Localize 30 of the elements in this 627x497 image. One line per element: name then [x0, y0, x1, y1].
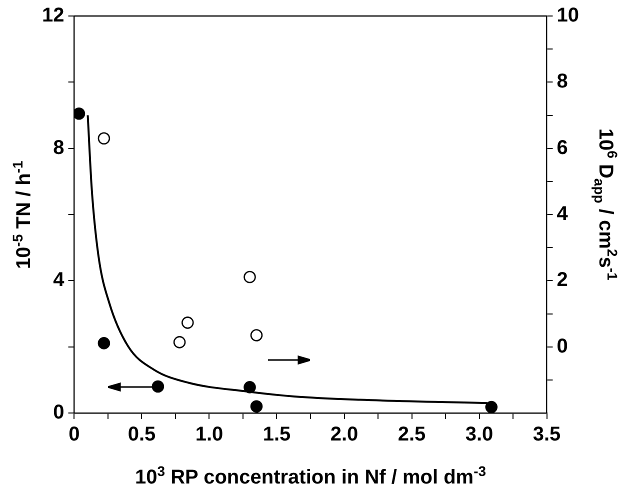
x-tick-label: 1.5: [262, 424, 291, 446]
x-axis-title: 10$^{3}$ RP concentration in Nf / mol dm$^{-3}$: [135, 463, 486, 489]
point: [182, 316, 194, 329]
x-tick-label: 3.0: [465, 424, 494, 446]
x-tick-label: 0: [68, 424, 80, 446]
point: [244, 270, 256, 284]
y-tick-label: 0: [53, 402, 64, 424]
x-tick-label: 0.5: [128, 424, 156, 446]
point: [244, 381, 256, 394]
point: [98, 132, 110, 145]
point: [98, 337, 110, 350]
point: [485, 400, 498, 413]
y2-tick-label: 0: [556, 335, 568, 358]
x-tick-label: 2.0: [330, 424, 358, 446]
y-tick-label: 12: [42, 4, 64, 27]
point: [173, 336, 186, 348]
point: [250, 329, 263, 342]
x-tick-label: 1.0: [195, 424, 224, 446]
y-tick-label: 8: [53, 136, 64, 159]
y2-tick-label: 6: [556, 136, 568, 159]
point: [74, 107, 86, 120]
y-tick-label: 4: [53, 269, 66, 292]
y2-tick-label: 10: [556, 4, 580, 27]
y2-tick-label: 4: [556, 203, 569, 226]
x-tick-label: 2.5: [398, 424, 426, 446]
x-tick-label: 3.5: [532, 424, 561, 446]
y2-tick-label: 8: [556, 70, 568, 93]
point: [152, 380, 164, 393]
y2-tick-label: 2: [556, 269, 568, 292]
point: [250, 400, 263, 413]
